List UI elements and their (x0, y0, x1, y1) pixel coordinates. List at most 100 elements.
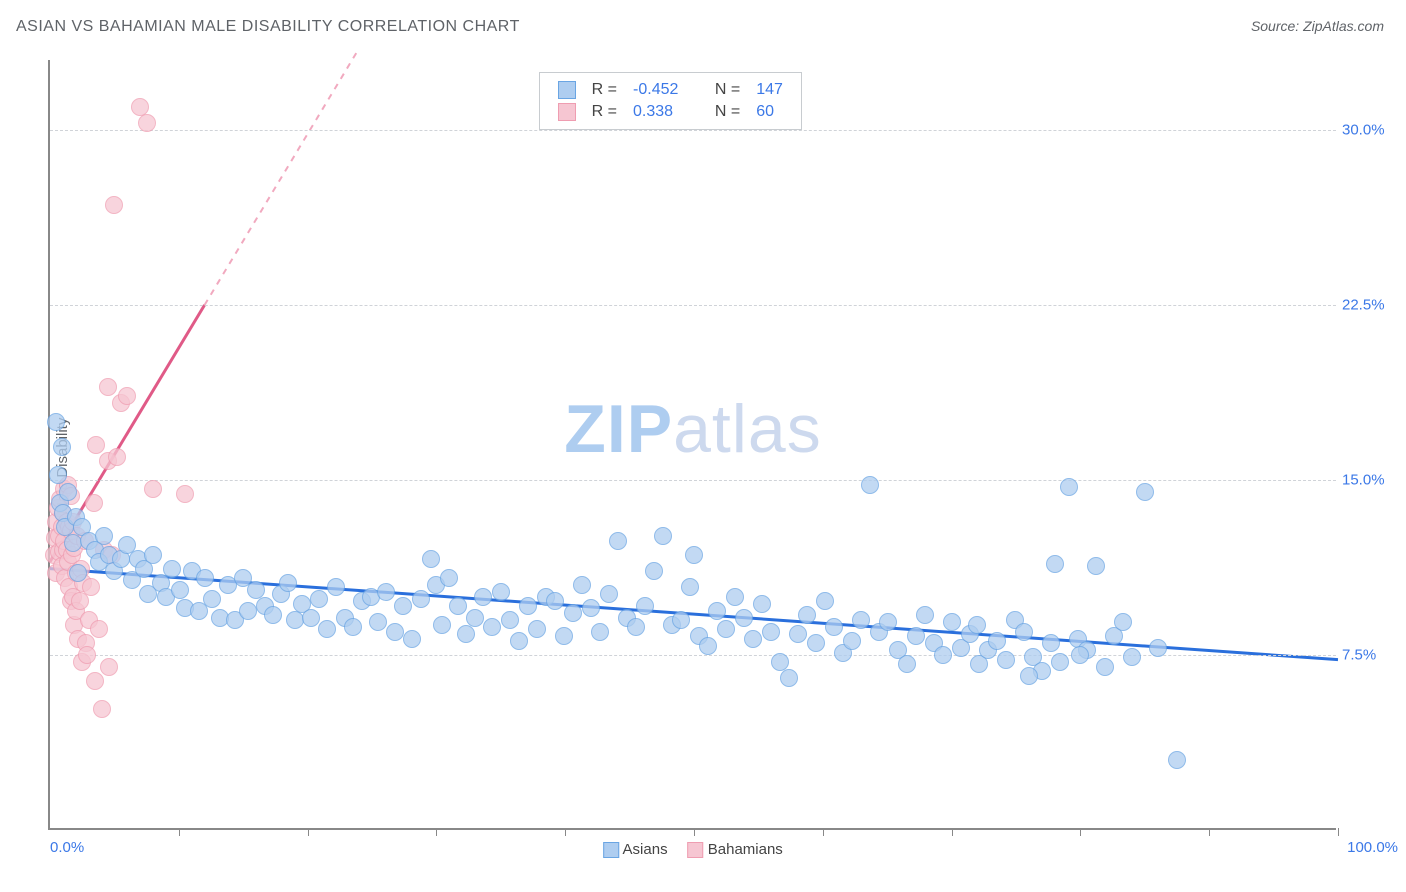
plot-area: ZIPatlas R =-0.452 N =147R =0.338 N =60 … (48, 60, 1336, 830)
data-point-asians (654, 527, 672, 545)
data-point-asians (510, 632, 528, 650)
data-point-asians (582, 599, 600, 617)
data-point-asians (95, 527, 113, 545)
data-point-asians (798, 606, 816, 624)
data-point-asians (907, 627, 925, 645)
data-point-asians (528, 620, 546, 638)
gridline (50, 305, 1336, 306)
data-point-bahamians (100, 658, 118, 676)
y-tick-label: 7.5% (1342, 647, 1398, 664)
legend-label: Bahamians (708, 841, 783, 858)
legend-bottom: Asians Bahamians (603, 841, 783, 858)
data-point-asians (171, 581, 189, 599)
data-point-bahamians (144, 480, 162, 498)
data-point-asians (1087, 557, 1105, 575)
stat-r-label: R = (584, 79, 625, 101)
data-point-asians (898, 655, 916, 673)
chart-container: Male Disability ZIPatlas R =-0.452 N =14… (0, 46, 1406, 886)
data-point-asians (457, 625, 475, 643)
data-point-bahamians (138, 114, 156, 132)
data-point-asians (564, 604, 582, 622)
legend-swatch (688, 842, 704, 858)
data-point-asians (286, 611, 304, 629)
data-point-asians (861, 476, 879, 494)
x-tick (565, 828, 566, 836)
data-point-asians (369, 613, 387, 631)
data-point-asians (771, 653, 789, 671)
data-point-asians (555, 627, 573, 645)
stat-r-value: -0.452 (625, 79, 686, 101)
data-point-asians (681, 578, 699, 596)
data-point-asians (627, 618, 645, 636)
data-point-asians (753, 595, 771, 613)
data-point-asians (997, 651, 1015, 669)
data-point-asians (1071, 646, 1089, 664)
stat-n-value: 60 (748, 101, 791, 123)
data-point-asians (816, 592, 834, 610)
data-point-asians (203, 590, 221, 608)
data-point-asians (672, 611, 690, 629)
data-point-asians (600, 585, 618, 603)
data-point-asians (302, 609, 320, 627)
y-tick-label: 30.0% (1342, 122, 1398, 139)
legend-swatch (603, 842, 619, 858)
data-point-bahamians (118, 387, 136, 405)
stat-n-label: N = (707, 101, 748, 123)
gridline (50, 655, 1336, 656)
y-tick-label: 15.0% (1342, 472, 1398, 489)
x-tick (952, 828, 953, 836)
data-point-asians (163, 560, 181, 578)
data-point-asians (196, 569, 214, 587)
data-point-asians (591, 623, 609, 641)
legend-label: Asians (623, 841, 668, 858)
data-point-asians (699, 637, 717, 655)
data-point-bahamians (86, 672, 104, 690)
data-point-asians (988, 632, 1006, 650)
data-point-asians (327, 578, 345, 596)
data-point-asians (1149, 639, 1167, 657)
data-point-asians (449, 597, 467, 615)
data-point-asians (780, 669, 798, 687)
data-point-asians (69, 564, 87, 582)
data-point-asians (852, 611, 870, 629)
data-point-asians (412, 590, 430, 608)
correlation-statbox: R =-0.452 N =147R =0.338 N =60 (539, 72, 802, 130)
data-point-asians (744, 630, 762, 648)
data-point-asians (1136, 483, 1154, 501)
legend-swatch (558, 103, 576, 121)
data-point-bahamians (90, 620, 108, 638)
data-point-asians (474, 588, 492, 606)
data-point-asians (1015, 623, 1033, 641)
data-point-asians (843, 632, 861, 650)
data-point-asians (609, 532, 627, 550)
data-point-asians (708, 602, 726, 620)
legend-item: Bahamians (688, 841, 783, 858)
data-point-asians (386, 623, 404, 641)
data-point-asians (403, 630, 421, 648)
data-point-bahamians (105, 196, 123, 214)
data-point-asians (279, 574, 297, 592)
data-point-asians (377, 583, 395, 601)
data-point-asians (789, 625, 807, 643)
data-point-asians (807, 634, 825, 652)
data-point-asians (1020, 667, 1038, 685)
x-axis-max-label: 100.0% (1347, 839, 1398, 856)
x-tick (1209, 828, 1210, 836)
data-point-asians (53, 438, 71, 456)
data-point-asians (879, 613, 897, 631)
x-tick (308, 828, 309, 836)
gridline (50, 130, 1336, 131)
data-point-asians (934, 646, 952, 664)
data-point-asians (1096, 658, 1114, 676)
data-point-bahamians (85, 494, 103, 512)
data-point-bahamians (82, 578, 100, 596)
data-point-bahamians (131, 98, 149, 116)
data-point-asians (344, 618, 362, 636)
data-point-asians (501, 611, 519, 629)
data-point-asians (318, 620, 336, 638)
data-point-asians (1042, 634, 1060, 652)
stat-n-value: 147 (748, 79, 791, 101)
chart-title: ASIAN VS BAHAMIAN MALE DISABILITY CORREL… (16, 18, 520, 36)
x-tick (694, 828, 695, 836)
data-point-asians (47, 413, 65, 431)
